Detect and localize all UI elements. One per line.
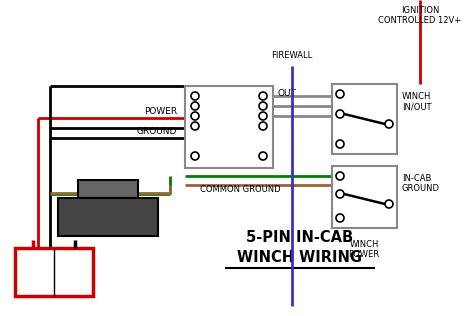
Circle shape bbox=[191, 102, 199, 110]
Circle shape bbox=[336, 90, 344, 98]
Text: WINCH
IN/OUT: WINCH IN/OUT bbox=[402, 92, 431, 112]
Text: COMMON GROUND: COMMON GROUND bbox=[200, 185, 280, 194]
Circle shape bbox=[385, 200, 393, 208]
Text: POWER: POWER bbox=[144, 106, 177, 116]
Circle shape bbox=[259, 152, 267, 160]
Text: WINCH
POWER: WINCH POWER bbox=[348, 240, 380, 259]
Circle shape bbox=[336, 140, 344, 148]
Text: OUT: OUT bbox=[278, 89, 297, 99]
Circle shape bbox=[259, 102, 267, 110]
Bar bbox=[185, 86, 273, 168]
Bar bbox=[15, 248, 93, 296]
Text: +: + bbox=[27, 262, 38, 275]
Text: -: - bbox=[73, 262, 78, 275]
Text: FIREWALL: FIREWALL bbox=[272, 51, 313, 60]
Circle shape bbox=[259, 112, 267, 120]
Circle shape bbox=[191, 92, 199, 100]
Circle shape bbox=[336, 214, 344, 222]
Circle shape bbox=[336, 110, 344, 118]
Bar bbox=[58, 198, 158, 236]
Circle shape bbox=[336, 190, 344, 198]
Circle shape bbox=[336, 172, 344, 180]
Text: IGNITION
CONTROLLED 12V+: IGNITION CONTROLLED 12V+ bbox=[378, 6, 462, 25]
Circle shape bbox=[259, 92, 267, 100]
Circle shape bbox=[385, 120, 393, 128]
Circle shape bbox=[191, 112, 199, 120]
Text: Battery: Battery bbox=[37, 282, 71, 290]
Text: WINCH WIRING: WINCH WIRING bbox=[237, 251, 363, 265]
Bar bbox=[332, 84, 397, 154]
Circle shape bbox=[259, 122, 267, 130]
Text: GROUND: GROUND bbox=[137, 126, 177, 136]
Circle shape bbox=[191, 122, 199, 130]
Bar bbox=[332, 166, 397, 228]
Text: IN-CAB
GROUND: IN-CAB GROUND bbox=[402, 174, 440, 193]
Text: 5-PIN IN-CAB: 5-PIN IN-CAB bbox=[246, 230, 354, 246]
Circle shape bbox=[191, 152, 199, 160]
Bar bbox=[78, 180, 138, 198]
Text: IN: IN bbox=[248, 121, 257, 131]
